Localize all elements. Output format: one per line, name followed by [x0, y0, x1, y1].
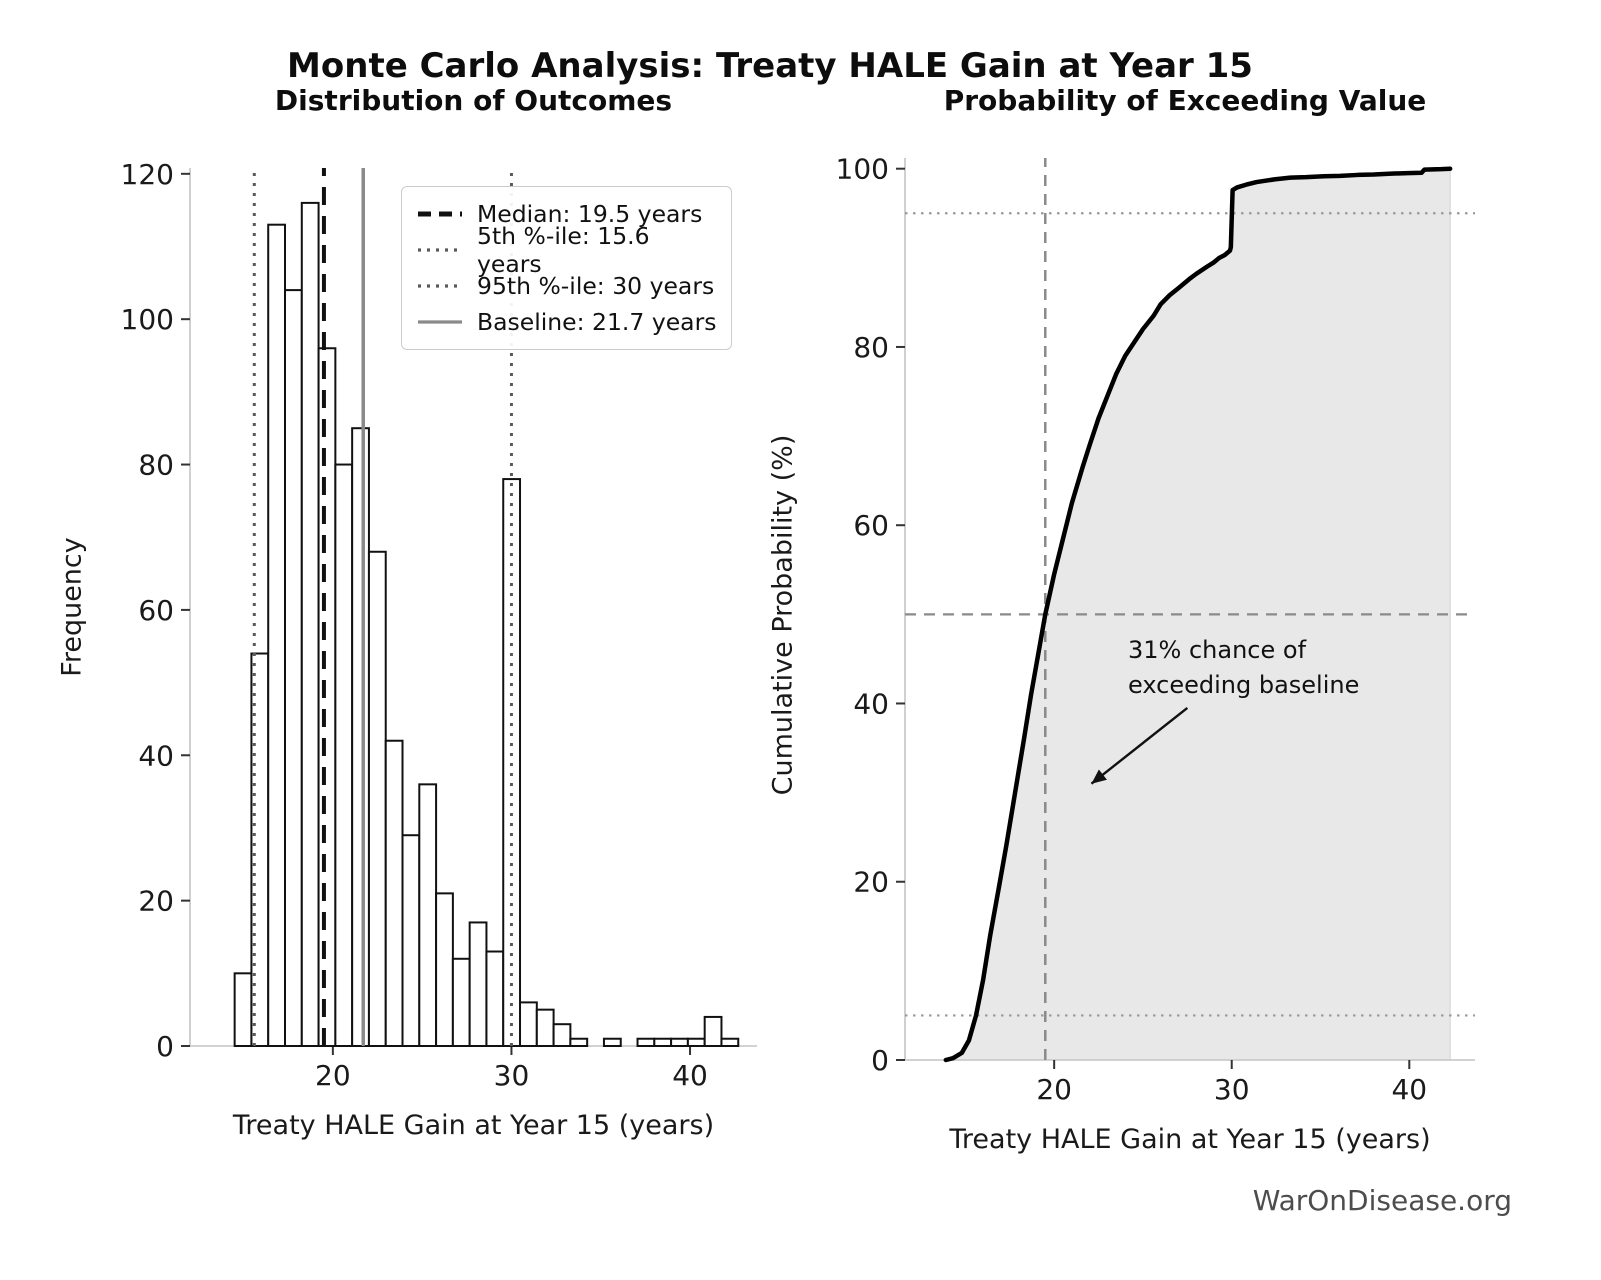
x-tick-label: 20 [315, 1059, 351, 1092]
legend-item-1: Median: 19.5 years [416, 196, 717, 232]
histogram-title: Distribution of Outcomes [274, 84, 673, 117]
histogram-bar [351, 427, 370, 1048]
histogram-bar [468, 921, 488, 1047]
histogram-bar [519, 1001, 538, 1048]
histogram-bar [451, 957, 471, 1047]
histogram-bar [384, 739, 404, 1047]
y-tick-label: 0 [871, 1044, 889, 1077]
histogram-bar [703, 1015, 723, 1047]
histogram-bar [334, 463, 354, 1048]
legend-line-swatch [418, 211, 462, 217]
legend-item-2: 5th %-ile: 15.6 years [416, 222, 717, 278]
y-tick-label: 80 [853, 331, 889, 364]
footer-watermark: WarOnDisease.org [1252, 1184, 1512, 1217]
histogram-bar [602, 1037, 622, 1048]
y-tick-label: 100 [836, 153, 889, 186]
cdf-yaxis-label: Cumulative Probability (%) [767, 434, 799, 796]
legend-line-swatch [418, 320, 462, 324]
histogram-bar [435, 892, 454, 1047]
histogram-bar [284, 289, 303, 1047]
legend-item-label: 95th %-ile: 30 years [477, 272, 715, 300]
annotation: 31% chance of exceeding baseline [1128, 633, 1359, 703]
x-tick-label: 20 [1036, 1073, 1072, 1106]
legend-item-label: Baseline: 21.7 years [477, 308, 717, 336]
x-tick-label: 30 [494, 1059, 530, 1092]
histogram-bar [401, 834, 421, 1048]
y-tick-label: 40 [138, 739, 174, 772]
annotation-arrowhead [1091, 769, 1107, 784]
legend-item-label: 5th %-ile: 15.6 years [477, 222, 650, 278]
histogram-bar [267, 223, 287, 1047]
cdf-xaxis-label: Treaty HALE Gain at Year 15 (years) [949, 1124, 1431, 1155]
histogram-yaxis-label: Frequency [56, 537, 88, 677]
y-tick-label: 100 [121, 303, 174, 336]
histogram-bar [670, 1037, 689, 1048]
y-tick-label: 20 [853, 866, 889, 899]
histogram-bar [569, 1037, 589, 1048]
histogram-bar [233, 972, 253, 1047]
legend-item-3: 95th %-ile: 30 years [416, 268, 717, 304]
annotation-line-2: exceeding baseline [1128, 671, 1360, 699]
legend-line-swatch [418, 248, 462, 252]
y-tick-label: 40 [853, 687, 889, 720]
histogram-bar [535, 1008, 555, 1047]
annotation-arrow [1090, 706, 1189, 785]
legend: Median: 19.5 years 5th %-ile: 15.6 years 9… [401, 186, 732, 350]
figure-title: Monte Carlo Analysis: Treaty HALE Gain a… [287, 46, 1253, 86]
x-tick-label: 30 [1214, 1073, 1250, 1106]
x-tick-label: 40 [1391, 1073, 1427, 1106]
y-tick-label: 120 [121, 158, 174, 191]
histogram-bar [636, 1037, 656, 1048]
annotation-line-1: 31% chance of [1128, 636, 1307, 664]
legend-item-4: Baseline: 21.7 years [416, 304, 717, 340]
histogram-bar [418, 783, 438, 1047]
histogram-bar [686, 1037, 706, 1048]
cdf-plot: 20 30 40 0 20 40 60 80 100 [836, 153, 1475, 1106]
y-tick-label: 80 [138, 449, 174, 482]
histogram-bar [552, 1023, 572, 1047]
legend-item-label: Median: 19.5 years [477, 200, 703, 228]
y-tick-label: 60 [853, 509, 889, 542]
histogram-bar [300, 201, 320, 1048]
histogram-bar [653, 1037, 673, 1048]
y-tick-label: 20 [138, 885, 174, 918]
histogram-bar [317, 347, 337, 1047]
histogram-bar [250, 652, 270, 1047]
histogram-xaxis-label: Treaty HALE Gain at Year 15 (years) [232, 1110, 715, 1141]
histogram-bar [720, 1037, 740, 1048]
cdf-title: Probability of Exceeding Value [943, 84, 1427, 117]
y-tick-label: 0 [156, 1030, 174, 1063]
cdf-curve [943, 166, 1453, 1063]
x-tick-label: 40 [672, 1059, 708, 1092]
histogram-bar [367, 550, 387, 1047]
legend-line-swatch [418, 284, 462, 288]
y-tick-label: 60 [138, 594, 174, 627]
histogram-plot: 20 30 40 0 20 40 60 80 100 120 [121, 158, 757, 1092]
histogram-bar [485, 950, 505, 1047]
